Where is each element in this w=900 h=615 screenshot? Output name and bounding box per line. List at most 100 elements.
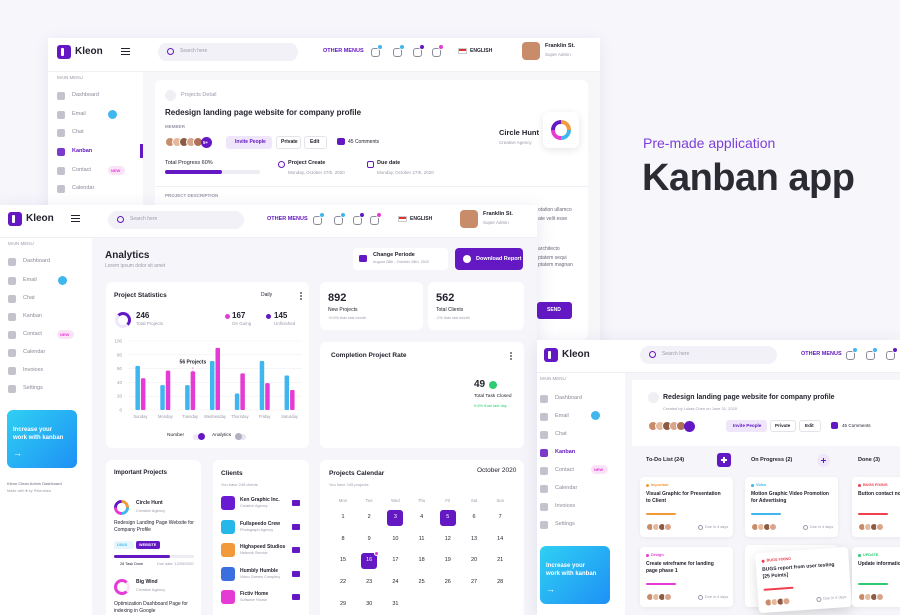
day[interactable]: 21 xyxy=(497,557,504,564)
menu-item[interactable]: Email xyxy=(72,111,86,117)
notification-icon[interactable] xyxy=(886,351,895,360)
day[interactable]: 22 xyxy=(339,579,347,586)
search-box[interactable] xyxy=(640,346,777,364)
day[interactable]: 14 xyxy=(497,535,504,542)
language[interactable]: ENGLISH xyxy=(410,216,433,222)
period-select[interactable] xyxy=(353,248,448,270)
day[interactable]: 29 xyxy=(339,600,347,607)
day[interactable]: 3 xyxy=(393,514,397,520)
language[interactable]: ENGLISH xyxy=(470,48,493,54)
other-menus[interactable]: OTHER MENUS xyxy=(267,216,308,222)
invite-button[interactable] xyxy=(726,420,767,432)
invite-button[interactable] xyxy=(226,136,272,149)
menu-icon[interactable] xyxy=(121,51,130,53)
menu-item[interactable]: Contact xyxy=(72,167,91,173)
day[interactable]: 28 xyxy=(497,579,504,586)
menu-icon[interactable] xyxy=(71,215,80,217)
menu-item[interactable]: Email xyxy=(23,277,37,283)
menu-item[interactable]: Kanban xyxy=(555,449,576,455)
search-box[interactable] xyxy=(158,43,298,61)
day[interactable]: 23 xyxy=(366,579,373,586)
menu-item[interactable]: Email xyxy=(555,413,569,419)
notification-icon[interactable] xyxy=(370,216,379,225)
kanban-card[interactable]: BUGS FIXING BUGS report from user testing… xyxy=(755,546,852,614)
menu-item[interactable]: Chat xyxy=(23,295,35,301)
selected-day[interactable] xyxy=(361,552,378,569)
menu-item[interactable]: Calendar xyxy=(72,185,95,191)
notification-icon[interactable] xyxy=(353,216,362,225)
mail-icon[interactable] xyxy=(292,523,300,530)
menu-item[interactable]: Settings xyxy=(555,521,575,527)
menu-item[interactable]: Chat xyxy=(72,129,84,135)
download-button[interactable] xyxy=(455,248,523,270)
day[interactable]: 31 xyxy=(392,600,399,607)
day[interactable]: 7 xyxy=(498,514,502,520)
edit-button[interactable] xyxy=(304,136,327,149)
day[interactable]: 19 xyxy=(444,557,451,564)
other-menus[interactable]: OTHER MENUS xyxy=(323,48,364,54)
day[interactable]: 4 xyxy=(420,514,424,520)
day[interactable]: 6 xyxy=(472,514,476,520)
back-button[interactable] xyxy=(648,392,659,403)
selected-day[interactable] xyxy=(439,509,456,526)
menu-item[interactable]: Calendar xyxy=(23,349,46,355)
menu-icon[interactable] xyxy=(121,54,130,56)
menu-item[interactable]: Kanban xyxy=(72,148,93,154)
private-button[interactable] xyxy=(276,136,301,149)
edit-button[interactable] xyxy=(799,420,821,432)
menu-item[interactable]: Dashboard xyxy=(555,395,582,401)
menu-item[interactable]: Kanban xyxy=(23,313,42,319)
notification-icon[interactable] xyxy=(432,48,441,57)
day[interactable]: 12 xyxy=(444,535,451,542)
search-box[interactable] xyxy=(108,211,244,229)
menu-item[interactable]: Invoices xyxy=(555,503,576,509)
promo-card[interactable] xyxy=(7,410,77,468)
day[interactable]: 2 xyxy=(367,514,371,520)
notification-icon[interactable] xyxy=(393,48,402,57)
private-button[interactable] xyxy=(770,420,796,432)
day[interactable]: 5 xyxy=(446,514,450,520)
notification-icon[interactable] xyxy=(371,48,380,57)
mail-icon[interactable] xyxy=(292,547,300,553)
day[interactable]: 9 xyxy=(367,535,371,542)
back-button[interactable] xyxy=(165,90,176,101)
day[interactable]: 18 xyxy=(418,557,425,564)
notification-icon[interactable] xyxy=(413,48,422,57)
notification-icon[interactable] xyxy=(846,351,855,360)
day[interactable]: 26 xyxy=(444,579,451,586)
menu-item[interactable]: Dashboard xyxy=(23,258,50,264)
day[interactable]: 27 xyxy=(470,579,478,586)
notification-icon[interactable] xyxy=(334,216,343,225)
mail-icon[interactable] xyxy=(292,594,300,600)
menu-item[interactable]: Dashboard xyxy=(72,92,99,98)
day[interactable]: 30 xyxy=(366,600,373,607)
menu-icon[interactable] xyxy=(71,221,80,223)
day[interactable]: 8 xyxy=(341,535,345,542)
day[interactable]: 16 xyxy=(366,557,373,564)
day[interactable]: 20 xyxy=(470,557,478,564)
notification-icon[interactable] xyxy=(313,216,322,225)
notification-icon[interactable] xyxy=(866,351,875,360)
day[interactable]: 25 xyxy=(418,579,425,586)
day[interactable]: 1 xyxy=(341,514,345,520)
menu-icon[interactable] xyxy=(71,218,80,220)
day[interactable]: 17 xyxy=(392,557,399,564)
day[interactable]: 24 xyxy=(392,579,399,586)
day[interactable]: 11 xyxy=(418,535,425,542)
day[interactable]: 10 xyxy=(392,535,399,542)
day[interactable]: 13 xyxy=(470,535,478,542)
menu-item[interactable]: Invoices xyxy=(23,367,44,373)
period-dropdown[interactable]: Daily xyxy=(261,292,273,298)
send-button[interactable] xyxy=(537,302,572,319)
other-menus[interactable]: OTHER MENUS xyxy=(801,351,842,357)
day[interactable]: 15 xyxy=(339,557,347,564)
menu-item[interactable]: Chat xyxy=(555,431,567,437)
promo-card[interactable] xyxy=(540,546,610,604)
mail-icon[interactable] xyxy=(292,500,300,506)
menu-item[interactable]: Settings xyxy=(23,385,43,391)
menu-icon[interactable] xyxy=(121,48,130,50)
mail-icon[interactable] xyxy=(292,570,300,577)
menu-item[interactable]: Calendar xyxy=(555,485,578,491)
menu-item[interactable]: Contact xyxy=(555,467,574,473)
menu-item[interactable]: Contact xyxy=(23,331,42,337)
